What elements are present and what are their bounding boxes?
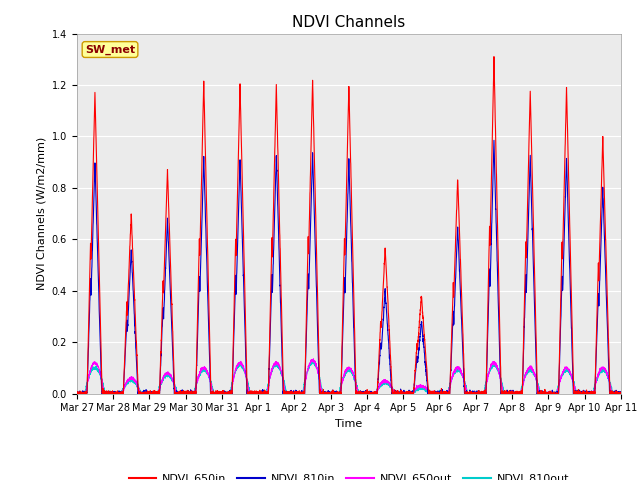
NDVI_650in bbox=[73, 390, 81, 396]
Title: NDVI Channels: NDVI Channels bbox=[292, 15, 405, 30]
Text: SW_met: SW_met bbox=[85, 44, 135, 55]
Line: NDVI_810out: NDVI_810out bbox=[77, 361, 621, 394]
NDVI_650in bbox=[471, 390, 479, 396]
X-axis label: Time: Time bbox=[335, 419, 362, 429]
NDVI_810in bbox=[502, 389, 509, 395]
NDVI_810out bbox=[73, 390, 81, 396]
NDVI_650in bbox=[616, 389, 624, 395]
NDVI_650in bbox=[329, 390, 337, 396]
NDVI_650in bbox=[490, 54, 498, 60]
NDVI_810in bbox=[171, 390, 179, 396]
NDVI_650out bbox=[617, 391, 625, 396]
Legend: NDVI_650in, NDVI_810in, NDVI_650out, NDVI_810out: NDVI_650in, NDVI_810in, NDVI_650out, NDV… bbox=[124, 469, 573, 480]
NDVI_810out bbox=[617, 391, 625, 396]
NDVI_810out bbox=[73, 391, 81, 396]
NDVI_650in bbox=[617, 391, 625, 396]
NDVI_650in bbox=[502, 391, 509, 396]
NDVI_810in bbox=[617, 391, 625, 396]
NDVI_650out bbox=[441, 391, 449, 396]
NDVI_810out bbox=[616, 391, 624, 396]
NDVI_810in bbox=[471, 388, 479, 394]
NDVI_810in bbox=[440, 391, 448, 396]
Y-axis label: NDVI Channels (W/m2/mm): NDVI Channels (W/m2/mm) bbox=[36, 137, 46, 290]
NDVI_810in bbox=[490, 137, 498, 143]
NDVI_650out bbox=[310, 356, 317, 362]
NDVI_650out bbox=[502, 391, 509, 396]
NDVI_810in bbox=[616, 391, 624, 396]
NDVI_810out bbox=[308, 359, 316, 364]
NDVI_650in bbox=[441, 391, 449, 396]
Line: NDVI_650out: NDVI_650out bbox=[77, 359, 621, 394]
NDVI_810out bbox=[329, 390, 337, 396]
Line: NDVI_810in: NDVI_810in bbox=[77, 140, 621, 394]
NDVI_650out bbox=[171, 383, 179, 388]
NDVI_650out bbox=[616, 391, 624, 396]
NDVI_810out bbox=[441, 391, 449, 396]
NDVI_650out bbox=[73, 391, 81, 396]
NDVI_650in bbox=[73, 391, 81, 396]
NDVI_810out bbox=[171, 381, 179, 387]
NDVI_650in bbox=[171, 391, 179, 396]
NDVI_650out bbox=[471, 391, 479, 396]
NDVI_810in bbox=[328, 391, 336, 396]
NDVI_650out bbox=[329, 391, 337, 396]
NDVI_810out bbox=[502, 390, 509, 396]
NDVI_810out bbox=[471, 390, 479, 396]
Line: NDVI_650in: NDVI_650in bbox=[77, 57, 621, 394]
NDVI_810in bbox=[73, 391, 81, 396]
NDVI_650out bbox=[73, 389, 81, 395]
